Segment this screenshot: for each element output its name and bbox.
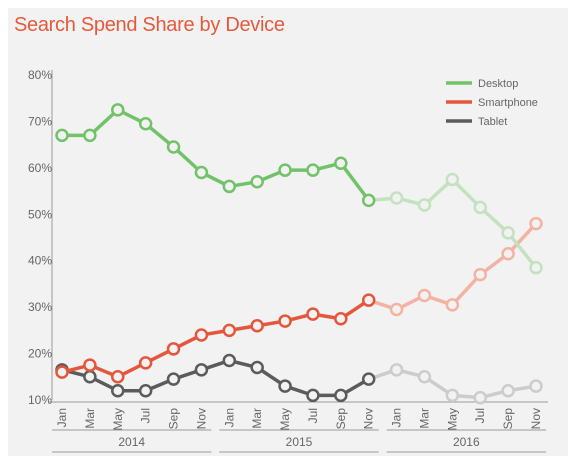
data-point-smartphone <box>529 216 543 231</box>
x-tick-label: Jul <box>139 408 153 423</box>
data-point-desktop <box>138 117 153 131</box>
x-tick-label: Jan <box>390 408 404 427</box>
y-tick-label: 60% <box>28 161 52 175</box>
data-point-smartphone <box>55 365 69 379</box>
y-tick-label: 70% <box>28 114 52 128</box>
y-tick-label: 20% <box>28 347 52 361</box>
data-point-tablet <box>334 388 348 403</box>
data-point-tablet <box>445 388 460 403</box>
legend-label-smartphone: Smartphone <box>478 97 538 109</box>
data-point-desktop <box>445 172 460 187</box>
data-point-tablet <box>278 379 292 393</box>
data-point-smartphone <box>83 358 97 372</box>
data-point-tablet <box>361 372 376 386</box>
data-point-desktop <box>278 163 292 177</box>
data-point-tablet <box>166 372 181 386</box>
data-point-tablet <box>222 353 237 368</box>
data-point-desktop <box>389 191 404 205</box>
y-tick-label: 50% <box>28 207 52 221</box>
data-point-smartphone <box>166 342 181 356</box>
data-point-smartphone <box>361 293 376 307</box>
data-point-tablet <box>250 360 264 375</box>
legend-label-tablet: Tablet <box>478 116 507 128</box>
data-point-desktop <box>222 179 237 194</box>
data-point-desktop <box>111 103 125 117</box>
x-tick-label: Jan <box>222 408 236 427</box>
data-point-desktop <box>83 128 97 143</box>
chart-title: Search Spend Share by Device <box>14 14 285 36</box>
data-point-smartphone <box>501 247 515 261</box>
data-point-tablet <box>111 383 125 398</box>
data-point-tablet <box>306 388 320 403</box>
data-point-desktop <box>417 198 432 212</box>
data-point-tablet <box>417 370 432 384</box>
data-point-tablet <box>389 363 404 377</box>
data-point-tablet <box>529 379 543 393</box>
data-point-smartphone <box>250 318 264 333</box>
x-tick-label: May <box>111 408 125 431</box>
data-point-desktop <box>166 140 181 154</box>
x-tick-label: May <box>278 408 292 431</box>
data-point-smartphone <box>111 370 125 384</box>
y-tick-label: 80% <box>28 68 52 82</box>
data-point-desktop <box>529 260 543 275</box>
x-tick-label: Nov <box>529 408 543 429</box>
y-tick-label: 40% <box>28 254 52 268</box>
y-tick-label: 10% <box>28 393 52 407</box>
data-point-smartphone <box>334 312 348 326</box>
year-label: 2014 <box>118 435 145 449</box>
x-tick-label: Sep <box>334 408 348 430</box>
data-point-smartphone <box>222 323 237 338</box>
data-point-smartphone <box>473 267 487 282</box>
x-tick-label: Mar <box>417 408 431 429</box>
x-tick-label: May <box>445 408 459 431</box>
data-point-smartphone <box>417 288 432 303</box>
data-point-tablet <box>501 383 515 398</box>
data-point-desktop <box>361 193 376 208</box>
data-point-desktop <box>250 175 264 189</box>
data-point-smartphone <box>278 314 292 328</box>
x-tick-label: Jul <box>473 408 487 423</box>
data-point-desktop <box>501 226 515 240</box>
data-point-smartphone <box>194 328 209 342</box>
x-tick-label: Jan <box>55 408 69 427</box>
x-tick-label: Sep <box>501 408 515 430</box>
year-label: 2015 <box>286 435 313 449</box>
data-point-tablet <box>473 390 487 405</box>
x-tick-label: Nov <box>194 408 208 429</box>
x-tick-label: Mar <box>83 408 97 429</box>
data-point-smartphone <box>389 302 404 317</box>
data-point-tablet <box>83 370 97 384</box>
legend-label-desktop: Desktop <box>478 78 518 90</box>
series-line-tablet <box>61 358 370 398</box>
data-point-desktop <box>306 163 320 177</box>
data-point-smartphone <box>445 298 460 312</box>
data-point-desktop <box>194 165 209 180</box>
data-point-tablet <box>138 383 153 398</box>
x-tick-label: Mar <box>250 408 264 429</box>
data-point-smartphone <box>306 307 320 321</box>
x-tick-label: Jul <box>306 408 320 423</box>
y-tick-label: 30% <box>28 300 52 314</box>
data-point-smartphone <box>138 356 153 370</box>
x-tick-label: Nov <box>362 408 376 429</box>
data-point-desktop <box>55 128 69 143</box>
year-label: 2016 <box>453 435 480 449</box>
data-point-desktop <box>334 156 348 170</box>
series-line-desktop <box>62 108 371 202</box>
data-point-desktop <box>473 200 487 215</box>
x-tick-label: Sep <box>167 408 181 430</box>
data-point-tablet <box>194 363 209 377</box>
